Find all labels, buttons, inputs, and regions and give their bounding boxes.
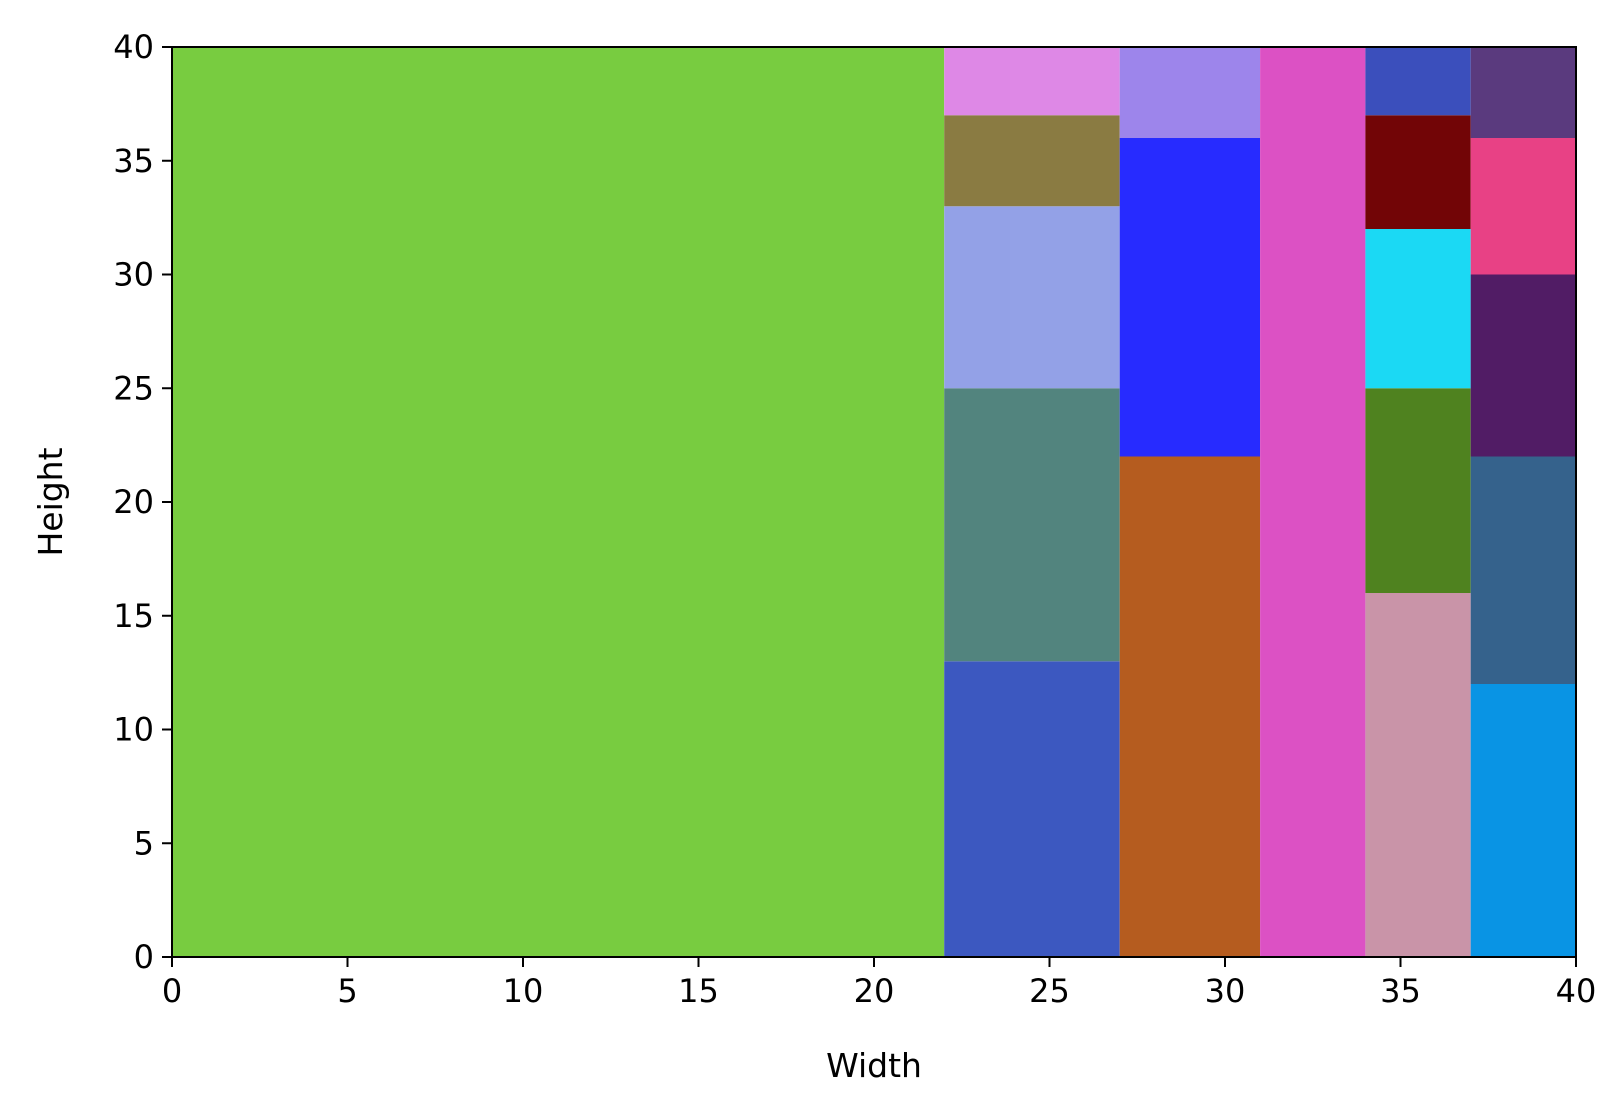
treemap-rect-5 <box>944 47 1120 116</box>
treemap-rect-18 <box>1470 138 1576 275</box>
treemap-rect-11 <box>1365 388 1471 593</box>
treemap-rect-9 <box>1260 47 1366 957</box>
y-tick-label: 10 <box>113 711 154 749</box>
x-tick-label: 40 <box>1556 972 1597 1010</box>
treemap-rect-16 <box>1470 456 1576 684</box>
y-tick-label: 35 <box>113 142 154 180</box>
y-tick-label: 25 <box>113 369 154 407</box>
y-axis: 0 5 10 15 20 25 30 35 40 <box>113 28 172 976</box>
y-tick-label: 0 <box>134 938 154 976</box>
x-tick-label: 30 <box>1205 972 1246 1010</box>
y-tick-label: 30 <box>113 256 154 294</box>
x-tick-label: 10 <box>503 972 544 1010</box>
x-axis: 0 5 10 15 20 25 30 35 40 <box>162 957 1597 1010</box>
treemap-rect-17 <box>1470 274 1576 457</box>
treemap-rect-8 <box>1119 47 1261 138</box>
x-tick-label: 5 <box>337 972 357 1010</box>
treemap-rect-0 <box>172 47 945 957</box>
x-tick-label: 25 <box>1029 972 1070 1010</box>
treemap-rect-10 <box>1365 593 1471 957</box>
treemap-rect-3 <box>944 206 1120 389</box>
y-axis-label: Height <box>31 447 70 556</box>
plot-frame <box>171 46 1577 958</box>
x-tick-label: 20 <box>854 972 895 1010</box>
x-tick-label: 0 <box>162 972 182 1010</box>
treemap-rect-15 <box>1470 684 1576 957</box>
y-tick-label: 15 <box>113 597 154 635</box>
plot-area <box>172 47 1576 957</box>
treemap-rect-14 <box>1365 47 1471 116</box>
treemap-rect-19 <box>1470 47 1576 138</box>
treemap-rect-12 <box>1365 229 1471 389</box>
y-tick-label: 20 <box>113 483 154 521</box>
treemap-rect-2 <box>944 388 1120 662</box>
y-tick-label: 40 <box>113 28 154 66</box>
x-axis-label: Width <box>826 1046 922 1085</box>
treemap-rect-1 <box>944 661 1120 957</box>
x-tick-label: 15 <box>678 972 719 1010</box>
y-tick-label: 5 <box>134 824 154 862</box>
treemap-rect-13 <box>1365 115 1471 229</box>
treemap-rect-4 <box>944 115 1120 207</box>
treemap-rect-7 <box>1119 138 1261 457</box>
x-tick-label: 35 <box>1380 972 1421 1010</box>
treemap-rect-6 <box>1119 456 1261 957</box>
